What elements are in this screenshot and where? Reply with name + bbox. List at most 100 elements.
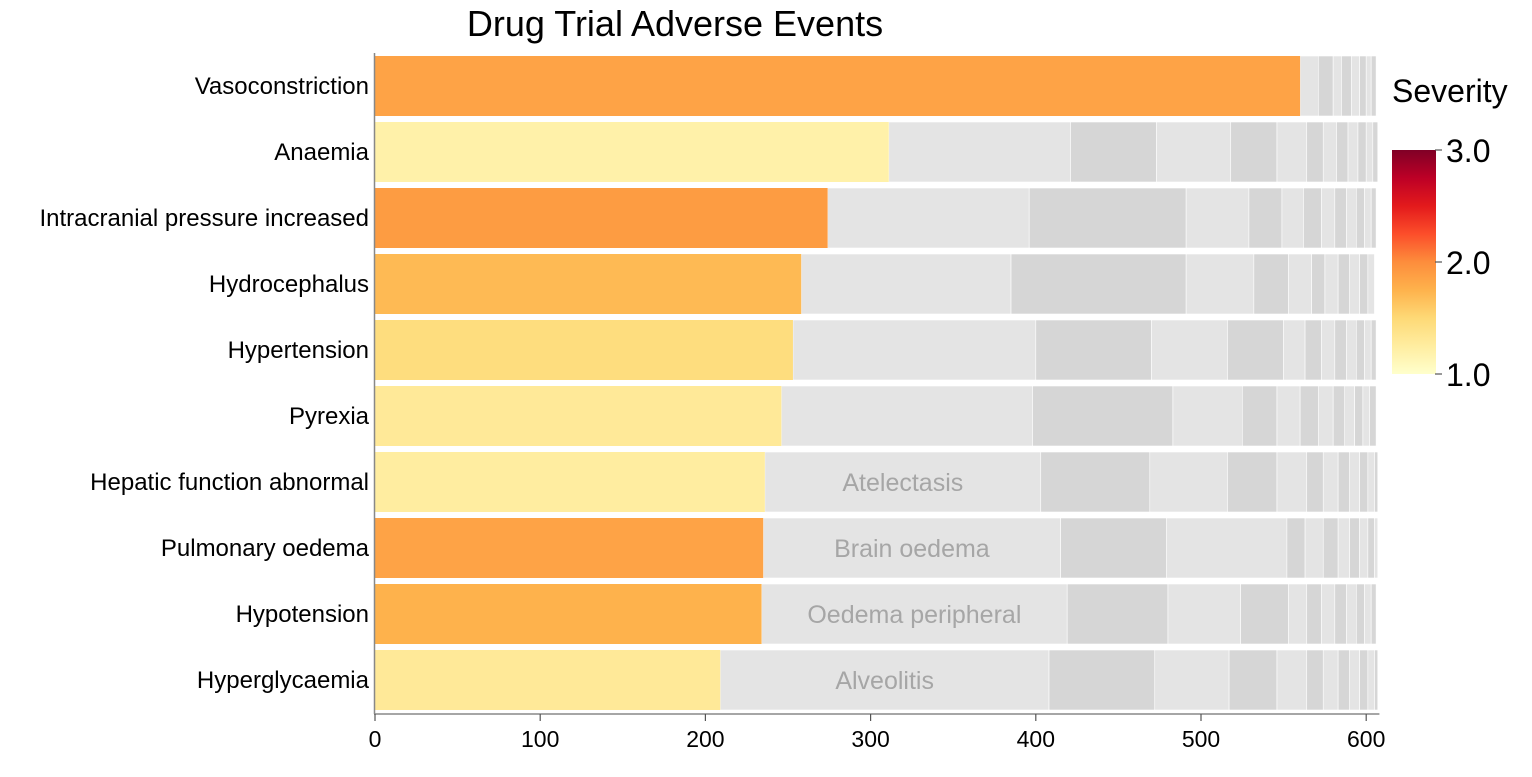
other-segment <box>1372 121 1379 183</box>
other-segment <box>827 187 1030 249</box>
other-segment <box>1322 451 1339 513</box>
other-segment <box>1367 649 1375 711</box>
other-segment <box>1154 649 1230 711</box>
x-tick-label: 600 <box>1347 726 1385 752</box>
bar-hypertension <box>375 320 793 380</box>
other-segment <box>1365 121 1374 183</box>
other-segment <box>719 649 1050 711</box>
other-segment <box>1324 253 1339 315</box>
other-segment <box>1334 319 1347 381</box>
inner-label-brain-oedema: Brain oedema <box>834 535 990 563</box>
x-tick-label: 400 <box>1017 726 1055 752</box>
other-segment <box>1288 583 1308 645</box>
other-segment <box>1306 121 1324 183</box>
other-segment <box>1364 583 1372 645</box>
legend-title: Severity <box>1392 73 1508 109</box>
other-segment <box>1322 121 1337 183</box>
other-segment <box>1276 649 1308 711</box>
other-segment <box>1304 319 1322 381</box>
other-segment <box>1276 121 1308 183</box>
other-segment <box>1344 385 1355 447</box>
other-segment <box>1359 649 1369 711</box>
legend-tick-label: 2.0 <box>1446 245 1490 281</box>
other-segment <box>1341 55 1352 117</box>
other-segment <box>761 583 1068 645</box>
other-segment <box>1242 385 1278 447</box>
other-segment <box>1370 319 1377 381</box>
other-segment <box>1035 319 1152 381</box>
other-segment <box>1299 385 1319 447</box>
other-segment <box>1151 319 1228 381</box>
other-segment <box>1311 253 1326 315</box>
other-segment <box>1048 649 1156 711</box>
other-segment <box>1349 517 1360 579</box>
other-segment <box>1351 55 1360 117</box>
other-segment <box>1248 187 1283 249</box>
other-segment <box>1185 253 1255 315</box>
other-segment <box>1334 583 1347 645</box>
legend-tick-label: 3.0 <box>1446 133 1490 169</box>
other-segment <box>1355 187 1365 249</box>
legend-tick-label: 1.0 <box>1446 357 1490 393</box>
bar-hepatic-function-abnormal <box>375 452 765 512</box>
other-segment <box>1336 121 1349 183</box>
other-segment <box>1359 517 1369 579</box>
inner-label-alveolitis: Alveolitis <box>835 667 934 695</box>
other-segment <box>1337 451 1350 513</box>
bar-hydrocephalus <box>375 254 802 314</box>
other-segment <box>1286 517 1306 579</box>
other-segment <box>1337 517 1350 579</box>
legend-color-bar <box>1392 150 1436 374</box>
bar-row-hydrocephalus <box>375 253 1375 315</box>
category-label-anaemia: Anaemia <box>274 139 369 166</box>
category-label-vasoconstriction: Vasoconstriction <box>195 73 369 100</box>
bar-hyperglycaemia <box>375 650 721 710</box>
other-segment <box>1306 583 1322 645</box>
chart-title: Drug Trial Adverse Events <box>467 3 883 44</box>
other-segment <box>1060 517 1167 579</box>
bar-row-hypertension <box>375 319 1377 381</box>
other-segment <box>1172 385 1243 447</box>
bar-hypotension <box>375 584 762 644</box>
other-segment <box>1349 253 1360 315</box>
category-label-hepatic-function-abnormal: Hepatic function abnormal <box>90 469 369 496</box>
other-segment <box>1355 319 1365 381</box>
bar-row-vasoconstriction <box>375 55 1377 117</box>
category-label-pyrexia: Pyrexia <box>289 403 370 430</box>
other-segment <box>1362 385 1370 447</box>
bar-row-intracranial-pressure-increased <box>375 187 1377 249</box>
other-segment <box>1276 451 1308 513</box>
other-segment <box>1369 385 1377 447</box>
x-tick-label: 0 <box>369 726 382 752</box>
x-tick-label: 500 <box>1182 726 1220 752</box>
bar-pulmonary-oedema <box>375 518 764 578</box>
bar-vasoconstriction <box>375 56 1301 116</box>
other-segment <box>1349 649 1360 711</box>
inner-label-oedema-peripheral: Oedema peripheral <box>807 601 1021 629</box>
bar-pyrexia <box>375 386 782 446</box>
other-segment <box>1303 187 1322 249</box>
other-segment <box>1167 583 1241 645</box>
other-segment <box>1374 517 1379 579</box>
bar-anaemia <box>375 122 889 182</box>
other-segment <box>1367 253 1375 315</box>
other-segment <box>1028 187 1187 249</box>
x-tick-label: 200 <box>686 726 724 752</box>
other-segment <box>1306 649 1324 711</box>
other-segment <box>1332 385 1346 447</box>
bar-row-hepatic-function-abnormal: Atelectasis <box>375 451 1379 513</box>
other-segment <box>1230 121 1278 183</box>
bar-row-hypotension: Oedema peripheral <box>375 583 1377 645</box>
other-segment <box>1156 121 1232 183</box>
bar-intracranial-pressure-increased <box>375 188 828 248</box>
other-segment <box>1355 583 1365 645</box>
other-segment <box>1032 385 1174 447</box>
other-segment <box>1359 451 1369 513</box>
other-segment <box>1304 517 1324 579</box>
category-label-pulmonary-oedema: Pulmonary oedema <box>161 535 370 562</box>
other-segment <box>1321 583 1336 645</box>
other-segment <box>1321 187 1336 249</box>
other-segment <box>1276 385 1301 447</box>
bar-row-hyperglycaemia: Alveolitis <box>375 649 1379 711</box>
